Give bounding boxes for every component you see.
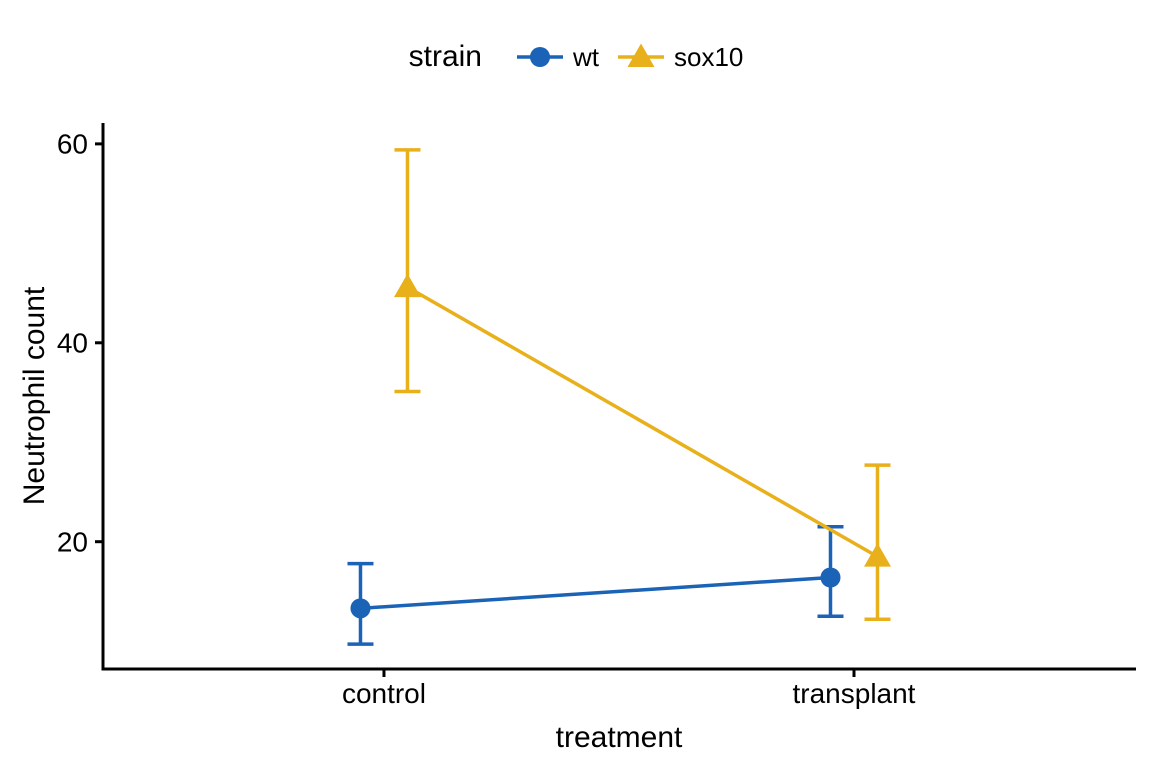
y-axis-title: Neutrophil count — [18, 286, 51, 505]
series-line-wt — [360, 575, 831, 611]
legend-title: strain — [408, 40, 482, 73]
legend-label-sox10: sox10 — [673, 41, 744, 72]
point-wt-control — [350, 598, 371, 619]
legend-key-marker — [627, 43, 655, 67]
y-tick-label-60: 60 — [57, 129, 88, 160]
x-tick-label-transplant: transplant — [793, 678, 916, 709]
legend-label-wt: wt — [572, 41, 599, 72]
legend: strain wt sox10 — [0, 33, 1152, 81]
series-line-sox10 — [406, 285, 879, 559]
legend-item-wt: wt — [516, 41, 599, 73]
y-tick-label-40: 40 — [57, 328, 88, 359]
legend-key-sox10-triangle-icon — [617, 43, 664, 67]
legend-items: wt sox10 — [498, 41, 743, 73]
errorbar-sox10-control — [394, 148, 421, 394]
legend-item-sox10: sox10 — [617, 41, 743, 73]
errorbar-sox10-transplant — [864, 463, 891, 622]
point-sox10-control — [393, 273, 421, 298]
legend-key-wt-circle-icon — [516, 47, 563, 67]
series-sox10 — [393, 148, 891, 622]
series-wt — [347, 525, 844, 646]
point-wt-transplant — [820, 567, 841, 588]
legend-key-marker — [529, 47, 550, 67]
point-sox10-transplant — [863, 543, 891, 567]
y-tick-label-20: 20 — [57, 526, 88, 557]
x-axis-title: treatment — [556, 721, 683, 754]
x-tick-label-control: control — [342, 678, 426, 709]
